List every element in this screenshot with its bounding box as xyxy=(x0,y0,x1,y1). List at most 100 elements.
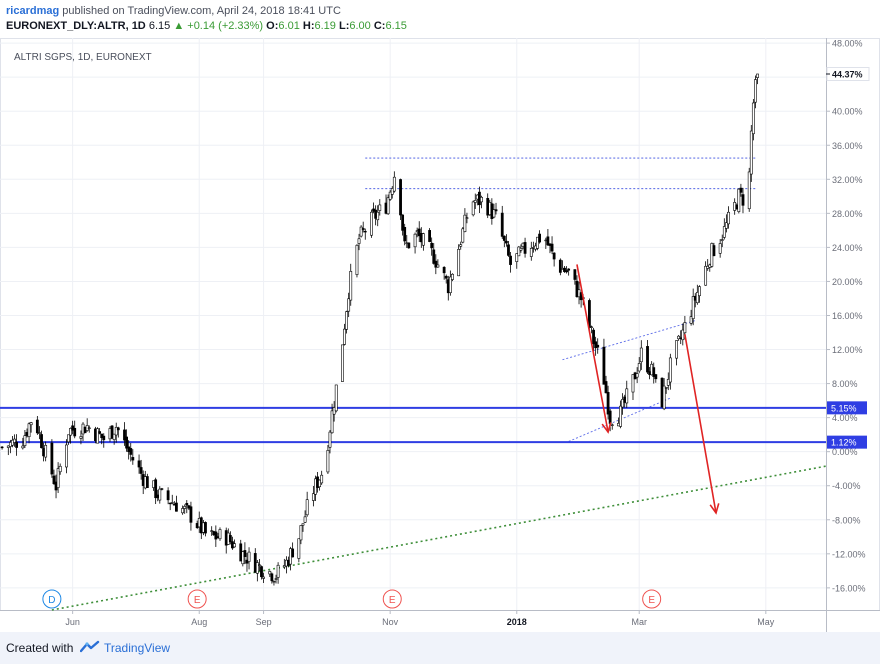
price-chart[interactable]: 48.00%44.00%40.00%36.00%32.00%28.00%24.0… xyxy=(0,0,880,632)
candle-up xyxy=(181,508,185,514)
x-tick-label: Mar xyxy=(631,617,647,627)
candle-down xyxy=(204,522,207,534)
candle-down xyxy=(608,410,612,424)
candle-up xyxy=(619,405,622,427)
y-tick-label: 48.00% xyxy=(832,39,863,49)
candle-up xyxy=(23,435,27,446)
candle-down xyxy=(523,242,527,254)
candle-up xyxy=(79,436,83,439)
candle-down xyxy=(73,427,77,437)
candle-down xyxy=(509,255,512,265)
y-tick-label: 28.00% xyxy=(832,209,863,219)
candle-down xyxy=(502,235,506,241)
y-tick-label: 20.00% xyxy=(832,277,863,287)
event-marker-letter: E xyxy=(194,595,201,606)
y-tick-label: 0.00% xyxy=(832,447,858,457)
candle-down xyxy=(131,457,135,461)
candle-up xyxy=(492,209,496,218)
candle-up xyxy=(756,73,759,78)
candle-up xyxy=(720,239,724,241)
candle-down xyxy=(270,573,274,582)
y-tick-label: 8.00% xyxy=(832,379,858,389)
last-price: 6.15 xyxy=(148,20,171,32)
candle-down xyxy=(739,187,743,193)
candle-down xyxy=(604,381,608,394)
close-value: 6.15 xyxy=(385,20,407,32)
candle-up xyxy=(112,433,116,440)
candle-up xyxy=(610,424,614,426)
author-link[interactable]: ricardmag xyxy=(6,5,60,17)
candle-down xyxy=(102,435,106,441)
candle-up xyxy=(689,316,693,324)
candle-up xyxy=(258,564,261,566)
candle-up xyxy=(27,423,31,438)
candle-down xyxy=(160,488,164,490)
candle-up xyxy=(345,311,348,330)
footer-bar: Created with TradingView xyxy=(0,632,880,664)
candle-up xyxy=(436,264,440,268)
publish-date: published on TradingView.com, April 24, … xyxy=(62,5,341,17)
candle-down xyxy=(137,460,141,468)
candle-up xyxy=(114,426,118,436)
candle-down xyxy=(145,476,149,488)
candle-up xyxy=(326,450,330,473)
event-marker-letter: E xyxy=(648,595,655,606)
candle-down xyxy=(741,194,745,206)
candle-down xyxy=(0,446,4,449)
candle-down xyxy=(40,434,43,449)
candle-down xyxy=(494,209,498,212)
candle-up xyxy=(675,340,678,359)
price-change: +0.14 (+2.33%) xyxy=(187,20,264,32)
candle-up xyxy=(299,525,303,541)
y-tick-label: -4.00% xyxy=(832,481,861,491)
candle-up xyxy=(359,226,363,237)
earnings-marker-icon xyxy=(382,589,402,609)
y-tick-label: 4.00% xyxy=(832,413,858,423)
dividend-marker-icon xyxy=(42,589,62,609)
x-tick-label: Jun xyxy=(65,617,80,627)
candle-up xyxy=(38,432,41,434)
support-line-price-tag xyxy=(827,401,867,415)
candle-down xyxy=(35,419,39,434)
event-marker-letter: E xyxy=(389,595,396,606)
candle-down xyxy=(646,346,649,373)
candle-down xyxy=(434,260,438,268)
candle-up xyxy=(13,438,16,443)
candle-up xyxy=(318,479,322,488)
candle-up xyxy=(29,422,33,426)
candle-down xyxy=(504,240,508,244)
candle-up xyxy=(311,493,315,501)
candle-up xyxy=(218,529,222,540)
candle-up xyxy=(747,171,751,210)
candle-up xyxy=(378,204,382,211)
candle-up xyxy=(461,228,465,243)
plot-frame xyxy=(0,38,880,611)
red-arrow-line xyxy=(576,264,609,433)
candle-up xyxy=(247,551,251,562)
candle-up xyxy=(343,328,346,345)
candle-down xyxy=(166,490,170,501)
candle-up xyxy=(695,292,699,304)
candle-down xyxy=(185,503,189,506)
candle-down xyxy=(110,425,114,439)
y-tick-label: 36.00% xyxy=(832,141,863,151)
candle-up xyxy=(727,211,730,225)
candle-up xyxy=(210,530,214,532)
candle-up xyxy=(370,211,373,236)
candle-down xyxy=(214,531,218,540)
last-value-label: 44.37% xyxy=(832,70,863,80)
publish-info: ricardmag published on TradingView.com, … xyxy=(6,5,341,17)
candle-down xyxy=(606,392,610,415)
candle-up xyxy=(170,502,174,504)
candle-up xyxy=(56,468,60,488)
candle-down xyxy=(654,374,658,380)
candle-up xyxy=(662,385,666,410)
candle-down xyxy=(139,467,143,474)
candle-up xyxy=(463,214,467,232)
candle-down xyxy=(189,506,193,523)
tradingview-brand-link[interactable]: TradingView xyxy=(104,641,171,655)
candle-down xyxy=(575,280,579,298)
candle-down xyxy=(546,236,550,246)
chart-title: ALTRI SGPS, 1D, EURONEXT xyxy=(14,52,152,63)
candle-up xyxy=(44,444,48,458)
